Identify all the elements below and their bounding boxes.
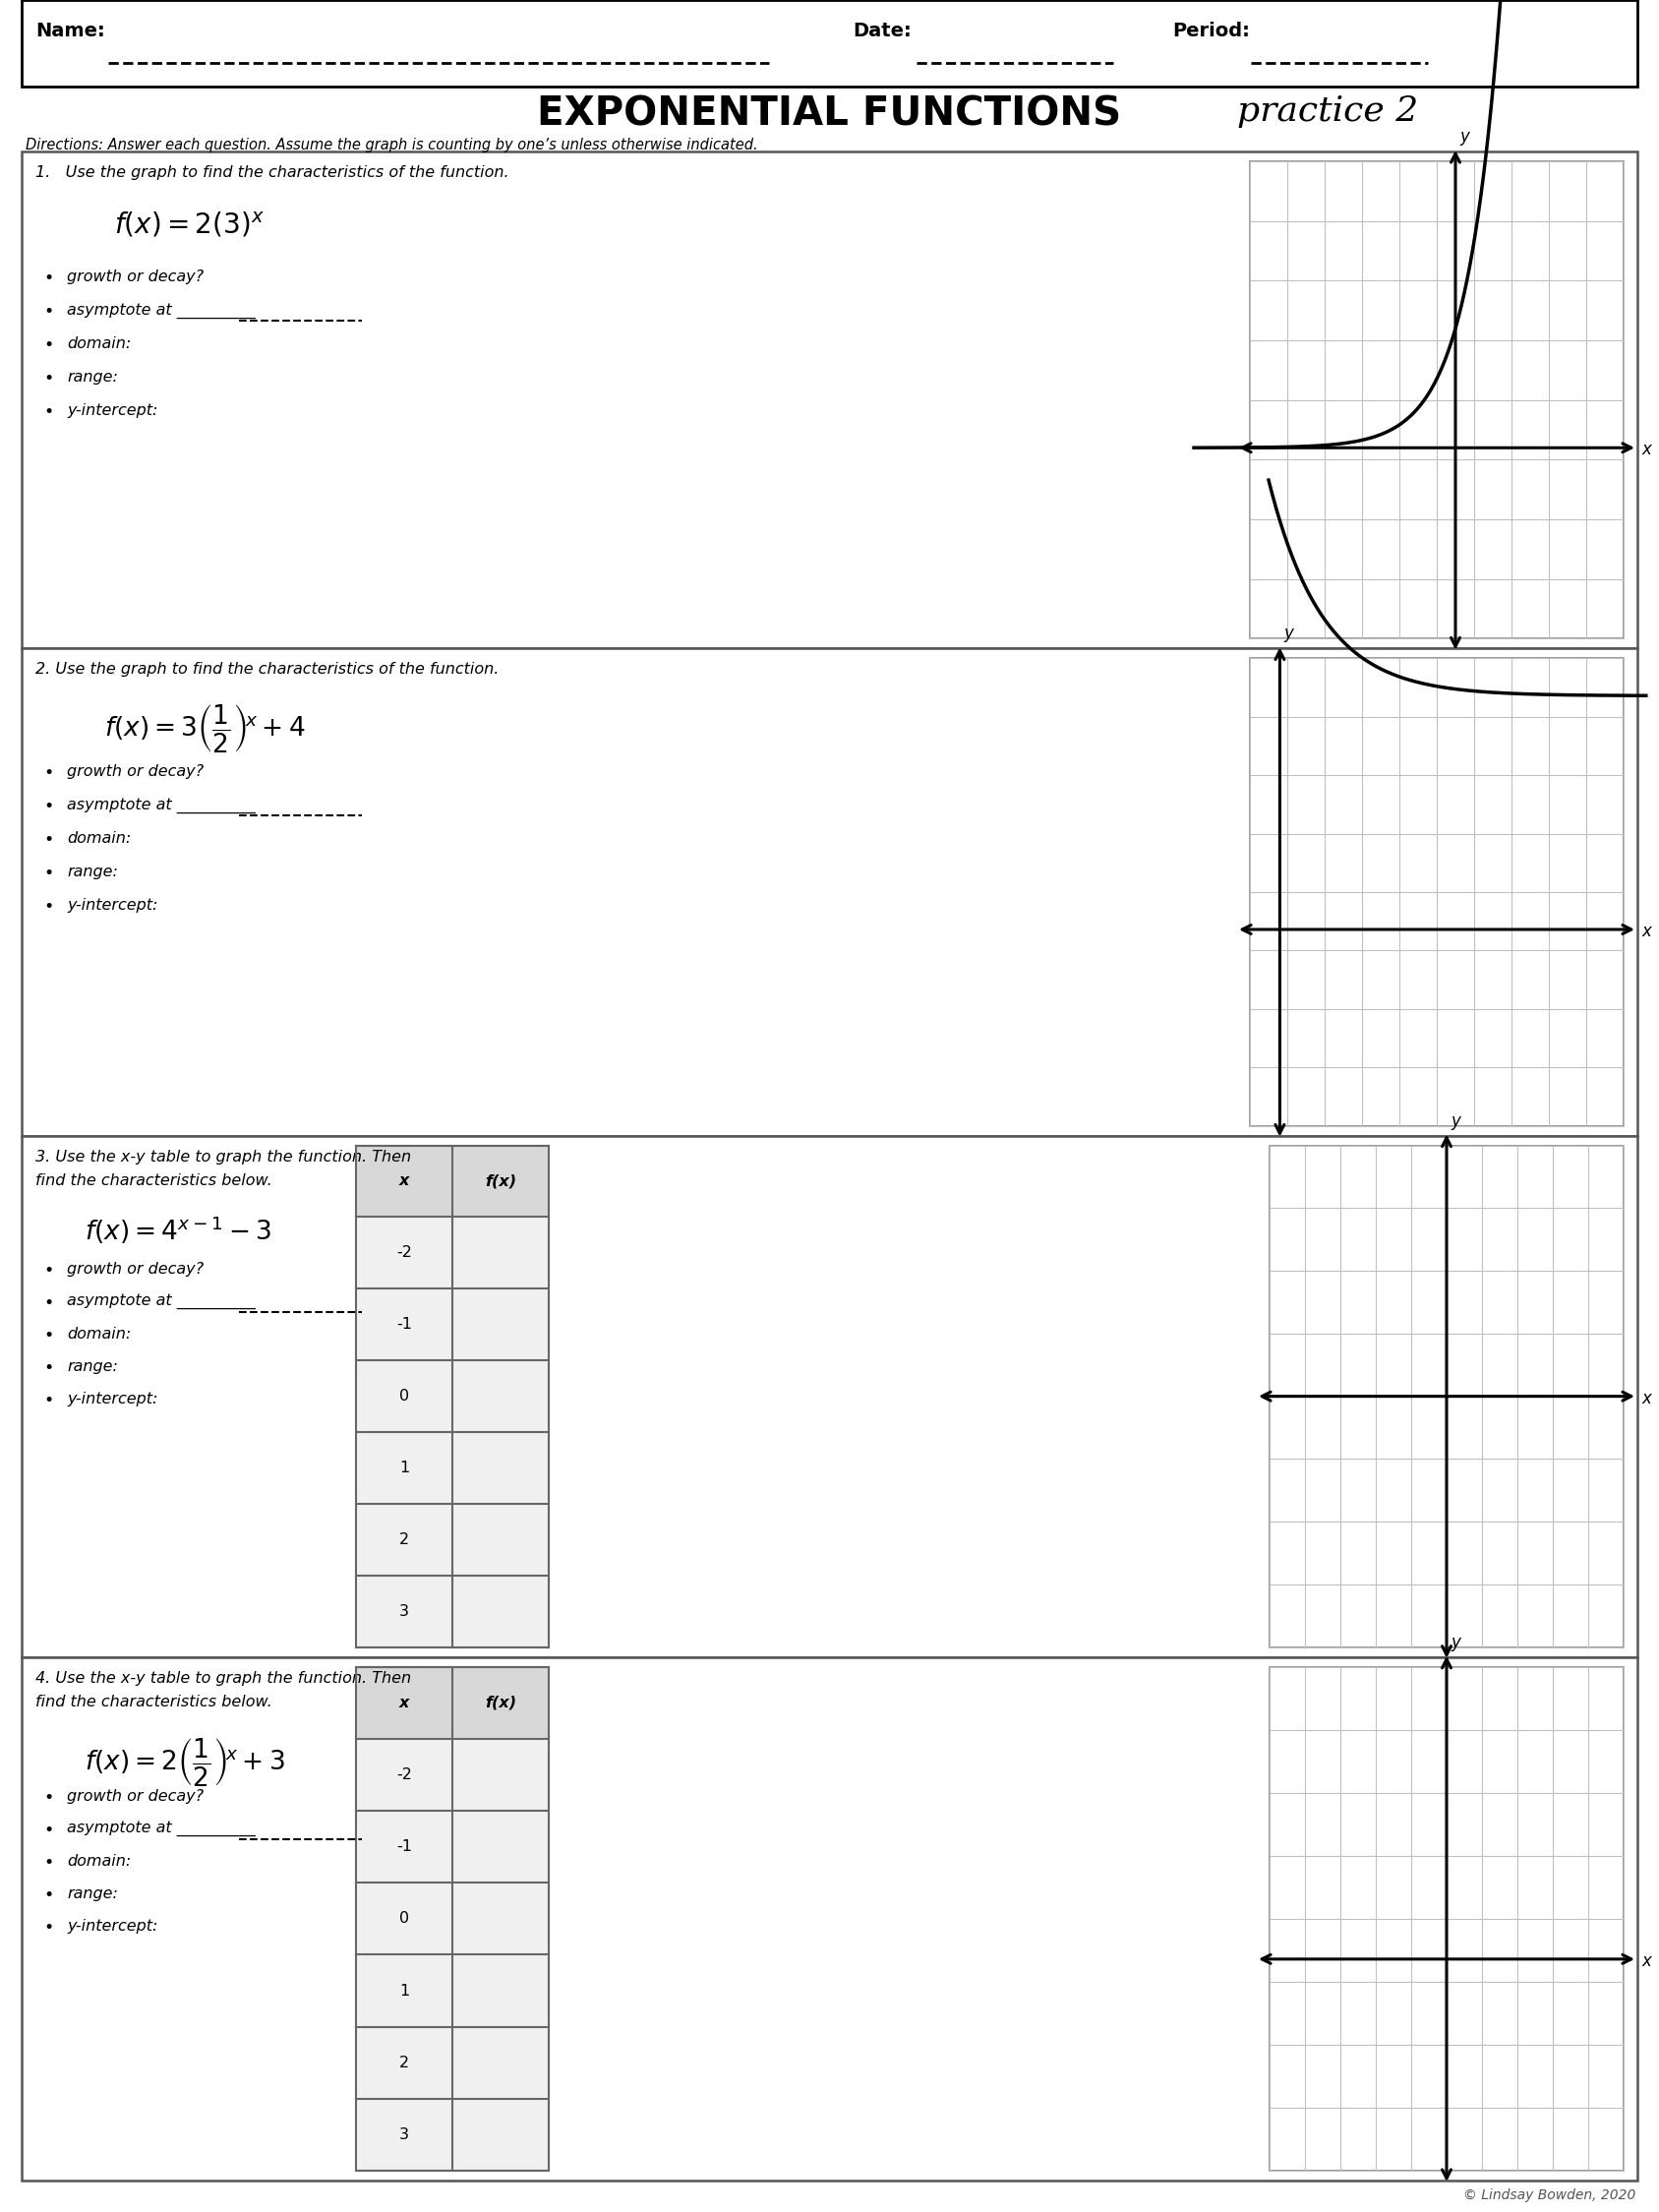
Text: 2: 2	[400, 1533, 410, 1546]
Text: 1.   Use the graph to find the characteristics of the function.: 1. Use the graph to find the characteris…	[35, 166, 509, 179]
Text: y-intercept:: y-intercept:	[66, 403, 158, 418]
Text: y: y	[1284, 626, 1294, 644]
Text: y: y	[1450, 1632, 1460, 1650]
Text: domain:: domain:	[66, 1854, 131, 1869]
Text: •: •	[43, 369, 53, 387]
Text: y-intercept:: y-intercept:	[66, 898, 158, 914]
Text: x: x	[1641, 1953, 1651, 1971]
Text: •: •	[43, 336, 53, 354]
Text: Directions: Answer each question. Assume the graph is counting by one’s unless o: Directions: Answer each question. Assume…	[25, 137, 758, 153]
Text: •: •	[43, 799, 53, 816]
Text: $f(x) = 2(3)^x$: $f(x) = 2(3)^x$	[114, 210, 264, 239]
Text: •: •	[43, 1294, 53, 1312]
Bar	[1269, 1146, 1624, 1648]
Text: x: x	[400, 1175, 410, 1188]
Text: domain:: domain:	[66, 1327, 131, 1340]
Text: domain:: domain:	[66, 336, 131, 352]
Text: •: •	[43, 403, 53, 420]
Text: asymptote at __________: asymptote at __________	[66, 303, 255, 319]
Bar	[22, 648, 1637, 1135]
Bar	[357, 1146, 549, 1217]
Text: 1: 1	[400, 1460, 410, 1475]
Text: asymptote at __________: asymptote at __________	[66, 1294, 255, 1310]
Text: 3. Use the x-y table to graph the function. Then: 3. Use the x-y table to graph the functi…	[35, 1150, 411, 1164]
Text: 3: 3	[400, 2128, 410, 2141]
Bar	[22, 0, 1637, 86]
Text: -1: -1	[397, 1316, 411, 1332]
Text: •: •	[43, 1261, 53, 1279]
Text: range:: range:	[66, 369, 118, 385]
Text: $f(x) = 3\left(\dfrac{1}{2}\right)^{\!x} + 4$: $f(x) = 3\left(\dfrac{1}{2}\right)^{\!x}…	[105, 703, 305, 754]
Bar	[1249, 659, 1624, 1126]
Text: -2: -2	[397, 1245, 411, 1261]
Text: domain:: domain:	[66, 832, 131, 847]
Text: Period:: Period:	[1173, 22, 1249, 40]
Text: x: x	[400, 1694, 410, 1710]
Text: •: •	[43, 898, 53, 916]
Text: $f(x) = 4^{x-1} - 3$: $f(x) = 4^{x-1} - 3$	[85, 1214, 272, 1245]
Bar	[1249, 161, 1624, 639]
Text: asymptote at __________: asymptote at __________	[66, 1820, 255, 1836]
Bar	[22, 1135, 1637, 1657]
Bar	[1269, 1668, 1624, 2170]
Bar	[357, 1146, 549, 1648]
Text: 0: 0	[400, 1389, 410, 1405]
Text: range:: range:	[66, 1358, 118, 1374]
Bar	[357, 1146, 549, 1648]
Text: growth or decay?: growth or decay?	[66, 1790, 204, 1803]
Text: •: •	[43, 832, 53, 849]
Bar	[22, 150, 1637, 648]
Text: f(x): f(x)	[484, 1694, 516, 1710]
Text: •: •	[43, 270, 53, 288]
Bar	[357, 1668, 549, 2170]
Text: •: •	[43, 1854, 53, 1871]
Text: EXPONENTIAL FUNCTIONS: EXPONENTIAL FUNCTIONS	[538, 95, 1121, 133]
Text: y: y	[1460, 128, 1470, 146]
Text: •: •	[43, 1358, 53, 1376]
Text: f(x): f(x)	[484, 1175, 516, 1188]
Text: © Lindsay Bowden, 2020: © Lindsay Bowden, 2020	[1463, 2188, 1636, 2203]
Bar	[22, 1657, 1637, 2181]
Text: -1: -1	[397, 1840, 411, 1854]
Text: 0: 0	[400, 1911, 410, 1927]
Text: •: •	[43, 1327, 53, 1345]
Text: 3: 3	[400, 1604, 410, 1619]
Text: find the characteristics below.: find the characteristics below.	[35, 1694, 272, 1710]
Text: growth or decay?: growth or decay?	[66, 270, 204, 285]
Text: •: •	[43, 1887, 53, 1905]
Text: •: •	[43, 865, 53, 883]
Text: y: y	[1450, 1113, 1460, 1130]
Text: 2: 2	[400, 2055, 410, 2070]
Text: asymptote at __________: asymptote at __________	[66, 799, 255, 814]
Text: growth or decay?: growth or decay?	[66, 765, 204, 779]
Text: y-intercept:: y-intercept:	[66, 1391, 158, 1407]
Text: range:: range:	[66, 1887, 118, 1900]
Text: x: x	[1641, 440, 1651, 458]
Text: 1: 1	[400, 1984, 410, 1997]
Text: •: •	[43, 1820, 53, 1838]
Text: -2: -2	[397, 1767, 411, 1783]
Text: 2. Use the graph to find the characteristics of the function.: 2. Use the graph to find the characteris…	[35, 661, 499, 677]
Text: find the characteristics below.: find the characteristics below.	[35, 1172, 272, 1188]
Text: •: •	[43, 765, 53, 783]
Text: $f(x) = 2\left(\dfrac{1}{2}\right)^{\!x} + 3$: $f(x) = 2\left(\dfrac{1}{2}\right)^{\!x}…	[85, 1736, 285, 1787]
Text: y-intercept:: y-intercept:	[66, 1918, 158, 1933]
Text: Name:: Name:	[35, 22, 105, 40]
Text: Date:: Date:	[853, 22, 911, 40]
Text: x: x	[1641, 922, 1651, 940]
Text: x: x	[1641, 1389, 1651, 1407]
Text: •: •	[43, 1918, 53, 1936]
Text: growth or decay?: growth or decay?	[66, 1261, 204, 1276]
Text: range:: range:	[66, 865, 118, 880]
Bar	[357, 1668, 549, 2170]
Text: •: •	[43, 303, 53, 321]
Text: 4. Use the x-y table to graph the function. Then: 4. Use the x-y table to graph the functi…	[35, 1670, 411, 1686]
Text: practice 2: practice 2	[1238, 95, 1418, 128]
Bar	[357, 1668, 549, 1739]
Text: •: •	[43, 1790, 53, 1807]
Text: •: •	[43, 1391, 53, 1409]
